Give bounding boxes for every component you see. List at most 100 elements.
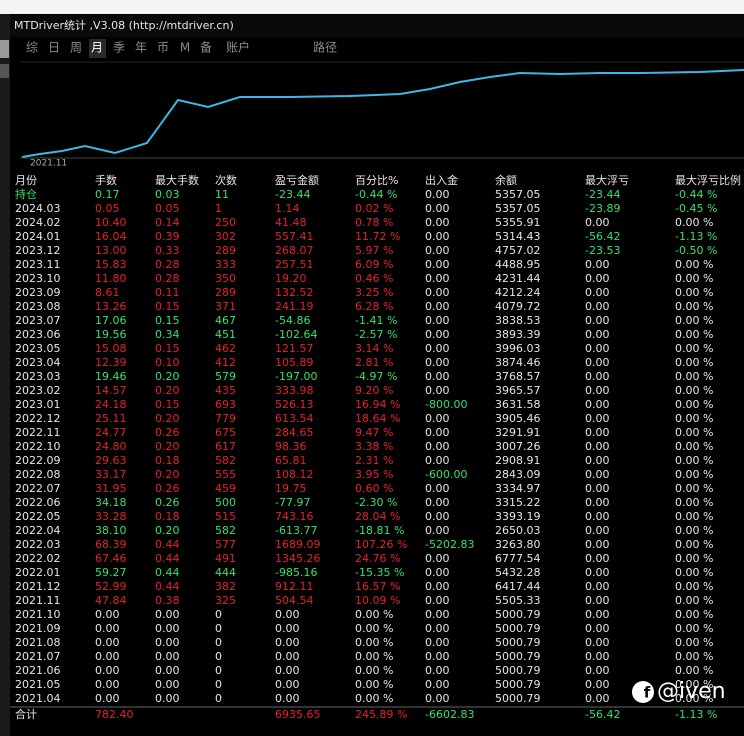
cell: -2.57 % [355, 328, 397, 341]
column-header: 月份 [15, 174, 37, 187]
cell: 16.94 % [355, 398, 400, 411]
cell: 0.00 % [675, 650, 713, 663]
cell: 350 [215, 272, 236, 285]
tab[interactable]: 账户 [226, 40, 250, 55]
cell: 0.00 [425, 664, 450, 677]
total-cell: 245.89 % [355, 708, 407, 721]
cell: 0.00 [585, 678, 610, 691]
cell: 0.00 [425, 524, 450, 537]
cell: 333.98 [275, 384, 314, 397]
cell: 0.00 % [675, 608, 713, 621]
cell: 1689.09 [275, 538, 321, 551]
tab[interactable]: 日 [48, 41, 60, 55]
cell: 435 [215, 384, 236, 397]
cell: 11.80 [95, 272, 127, 285]
left-toolbar [0, 14, 10, 736]
cell: 16.04 [95, 230, 127, 243]
cell: 2023.10 [15, 272, 61, 285]
cell: 0.00 [585, 482, 610, 495]
tab[interactable]: 周 [70, 41, 82, 55]
cell: 0.00 [585, 594, 610, 607]
tab[interactable]: 月 [91, 41, 103, 55]
cell: 2023.03 [15, 370, 61, 383]
cell: 持仓 [15, 187, 37, 201]
cell: 5000.79 [495, 608, 541, 621]
cell: 4079.72 [495, 300, 541, 313]
cell: 0.00 [155, 622, 180, 635]
cell: 2022.06 [15, 496, 61, 509]
cell: 0.00 % [675, 580, 713, 593]
cell: 2023.05 [15, 342, 61, 355]
tab[interactable]: 综 [26, 41, 38, 55]
cell: 0.00 [95, 650, 120, 663]
cell: -23.89 [585, 202, 620, 215]
toolbar-button[interactable] [0, 64, 9, 78]
cell: 0 [215, 692, 222, 705]
cell: 5314.43 [495, 230, 541, 243]
tab[interactable]: 备 [200, 41, 212, 55]
cell: -2.30 % [355, 496, 397, 509]
cell: 0.00 [275, 650, 300, 663]
cell: 0.00 [585, 440, 610, 453]
cell: 5357.05 [495, 188, 541, 201]
tab[interactable]: M [180, 41, 190, 55]
cell: 0.00 % [675, 524, 713, 537]
cell: 371 [215, 300, 236, 313]
cell: 3631.58 [495, 398, 541, 411]
cell: 9.20 % [355, 384, 393, 397]
cell: 0.00 [275, 678, 300, 691]
cell: 3334.97 [495, 482, 541, 495]
toolbar-button[interactable] [0, 40, 9, 58]
cell: 0.00 [425, 566, 450, 579]
cell: 0.00 [425, 356, 450, 369]
cell: 0.00 [425, 216, 450, 229]
cell: 2022.03 [15, 538, 61, 551]
cell: 11 [215, 188, 229, 201]
cell: 24.80 [95, 440, 127, 453]
cell: 504.54 [275, 594, 314, 607]
total-cell: -1.13 % [675, 708, 717, 721]
tab[interactable]: 路径 [313, 40, 337, 55]
cell: 0.00 % [675, 496, 713, 509]
cell: 3.95 % [355, 468, 393, 481]
cell: 0.00 [155, 692, 180, 705]
cell: 0.14 [155, 216, 180, 229]
tab[interactable]: 币 [157, 41, 169, 55]
cell: 3768.57 [495, 370, 541, 383]
cell: 302 [215, 230, 236, 243]
cell: 557.41 [275, 230, 314, 243]
cell: 0.00 [585, 272, 610, 285]
cell: 0.02 % [355, 202, 393, 215]
tab[interactable]: 季 [113, 41, 125, 55]
cell: 459 [215, 482, 236, 495]
cell: 462 [215, 342, 236, 355]
cell: -15.35 % [355, 566, 404, 579]
cell: 912.11 [275, 580, 314, 593]
cell: -5202.83 [425, 538, 474, 551]
cell: 15.08 [95, 342, 127, 355]
total-cell: -6602.83 [425, 708, 474, 721]
cell: 0.00 [425, 314, 450, 327]
cell: 12.39 [95, 356, 127, 369]
cell: 33.17 [95, 468, 127, 481]
cell: 3905.46 [495, 412, 541, 425]
cell: 31.95 [95, 482, 127, 495]
cell: 0.00 [425, 608, 450, 621]
cell: 6.28 % [355, 300, 393, 313]
column-header: 出入金 [425, 173, 458, 187]
cell: 2.81 % [355, 356, 393, 369]
cell: 18.64 % [355, 412, 400, 425]
cell: 2908.91 [495, 454, 541, 467]
tab[interactable]: 年 [135, 41, 147, 55]
cell: 0.00 % [675, 510, 713, 523]
cell: 743.16 [275, 510, 314, 523]
cell: 526.13 [275, 398, 314, 411]
cell: 268.07 [275, 244, 314, 257]
cell: 0.00 % [355, 650, 393, 663]
cell: -0.45 % [675, 202, 717, 215]
cell: 0.00 % [675, 356, 713, 369]
cell: -985.16 [275, 566, 317, 579]
cell: 33.28 [95, 510, 127, 523]
